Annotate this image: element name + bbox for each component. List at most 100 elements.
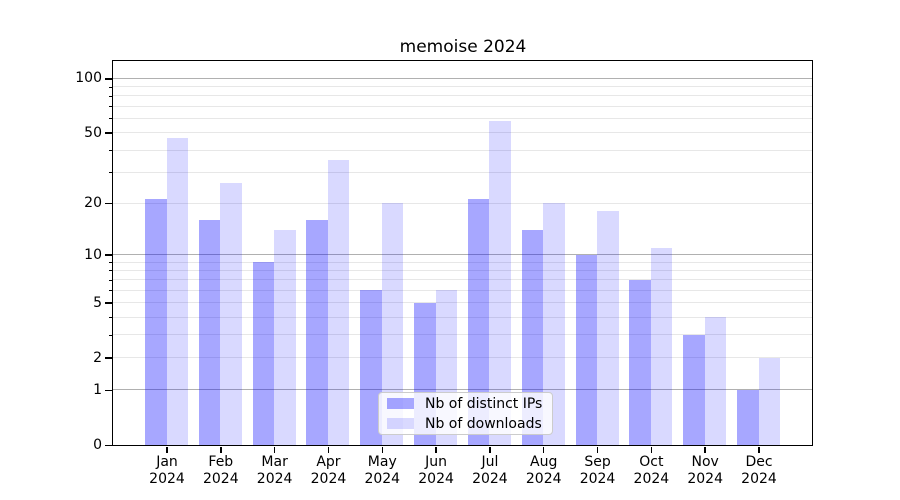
bar-ips-nov — [683, 334, 705, 445]
bar-downloads-may — [381, 203, 404, 445]
xtick-may — [381, 447, 384, 453]
legend-label-downloads: Nb of downloads — [425, 415, 542, 432]
xtick-label-mar: Mar 2024 — [256, 453, 293, 488]
gridline-minor-80 — [113, 95, 812, 97]
xtick-label-apr: Apr 2024 — [310, 453, 347, 488]
bar-downloads-mar — [274, 229, 296, 445]
xtick-dec — [758, 447, 760, 453]
ytick-20 — [105, 202, 112, 205]
bar-downloads-aug — [543, 203, 565, 445]
xtick-jul — [489, 447, 491, 453]
xtick-apr — [327, 447, 330, 453]
ytick-2 — [105, 357, 112, 359]
ytick-minor-4 — [109, 317, 113, 319]
ytick-0 — [105, 444, 112, 447]
bar-ips-apr — [306, 219, 328, 445]
xtick-label-aug: Aug 2024 — [525, 453, 562, 488]
gridline-minor-8 — [113, 269, 812, 271]
bars-layer — [113, 61, 812, 445]
gridline-minor-40 — [113, 149, 812, 151]
legend-label-distinct-ips: Nb of distinct IPs — [425, 395, 543, 412]
bar-ips-mar — [252, 262, 275, 445]
xtick-feb — [220, 447, 222, 453]
gridline-major-100 — [113, 77, 812, 79]
ytick-minor-80 — [109, 95, 113, 97]
ytick-label-100: 100 — [75, 70, 102, 87]
ytick-label-5: 5 — [93, 294, 102, 311]
legend-item-downloads: Nb of downloads — [387, 414, 542, 434]
ytick-minor-70 — [109, 106, 113, 108]
legend-swatch-downloads — [387, 418, 414, 429]
bar-ips-may — [360, 290, 382, 445]
ytick-100 — [105, 78, 112, 80]
grid-layer — [113, 61, 812, 445]
xtick-nov — [704, 447, 706, 453]
ytick-minor-60 — [109, 118, 113, 120]
ytick-label-50: 50 — [84, 124, 102, 141]
gridline-minor-60 — [113, 117, 812, 119]
xtick-label-nov: Nov 2024 — [687, 453, 723, 488]
ytick-label-0: 0 — [93, 437, 102, 453]
xtick-label-may: May 2024 — [364, 453, 401, 488]
xtick-label-jun: Jun 2024 — [418, 453, 454, 488]
ytick-minor-30 — [109, 172, 113, 174]
ytick-minor-8 — [109, 270, 113, 272]
bar-ips-jul — [467, 199, 490, 445]
bar-ips-feb — [198, 219, 221, 445]
bar-ips-sep — [575, 254, 598, 445]
ytick-minor-90 — [109, 86, 113, 88]
ytick-minor-40 — [109, 150, 113, 152]
gridline-minor-20 — [113, 202, 812, 204]
plot-area: Nb of distinct IPs Nb of downloads — [112, 60, 813, 446]
bar-downloads-dec — [758, 357, 780, 445]
xtick-sep — [596, 447, 599, 453]
gridline-minor-50 — [113, 132, 812, 134]
ytick-5 — [105, 302, 112, 304]
bar-downloads-apr — [327, 160, 350, 445]
ytick-50 — [105, 132, 112, 134]
gridline-minor-9 — [113, 261, 812, 263]
chart-title: memoise 2024 — [399, 37, 527, 57]
bar-ips-dec — [737, 389, 759, 445]
gridline-major-10 — [113, 254, 812, 256]
ytick-minor-6 — [109, 290, 113, 292]
xtick-mar — [273, 447, 276, 453]
ytick-minor-3 — [109, 334, 113, 336]
gridline-minor-30 — [113, 171, 812, 173]
ytick-label-1: 1 — [93, 381, 102, 398]
legend-swatch-distinct-ips — [387, 398, 414, 409]
bar-downloads-jan — [166, 137, 188, 445]
xtick-label-sep: Sep 2024 — [579, 453, 616, 488]
gridline-minor-7 — [113, 279, 812, 281]
gridline-minor-2 — [113, 357, 812, 359]
gridline-minor-4 — [113, 316, 812, 318]
xtick-label-oct: Oct 2024 — [633, 453, 670, 488]
ytick-minor-7 — [109, 279, 113, 281]
legend-item-distinct-ips: Nb of distinct IPs — [387, 394, 542, 414]
xtick-jun — [435, 447, 437, 453]
legend: Nb of distinct IPs Nb of downloads — [378, 392, 554, 435]
bar-ips-oct — [629, 279, 651, 445]
ytick-label-2: 2 — [93, 349, 102, 366]
bar-downloads-oct — [650, 247, 673, 445]
gridline-major-1 — [113, 389, 812, 391]
gridline-minor-3 — [113, 334, 812, 336]
xtick-oct — [650, 447, 653, 453]
xtick-label-dec: Dec 2024 — [741, 453, 777, 488]
ytick-1 — [105, 389, 112, 392]
ytick-label-20: 20 — [84, 195, 102, 212]
xtick-jan — [166, 447, 168, 453]
ytick-label-10: 10 — [84, 246, 102, 263]
bar-downloads-nov — [704, 317, 727, 445]
xtick-label-jan: Jan 2024 — [149, 453, 185, 488]
bar-downloads-jul — [489, 121, 511, 445]
gridline-minor-6 — [113, 289, 812, 291]
ytick-minor-9 — [109, 262, 113, 264]
xtick-label-feb: Feb 2024 — [202, 453, 239, 488]
xtick-label-jul: Jul 2024 — [472, 453, 508, 488]
xtick-aug — [542, 447, 545, 453]
bar-ips-aug — [521, 229, 544, 445]
bar-downloads-feb — [220, 183, 242, 445]
